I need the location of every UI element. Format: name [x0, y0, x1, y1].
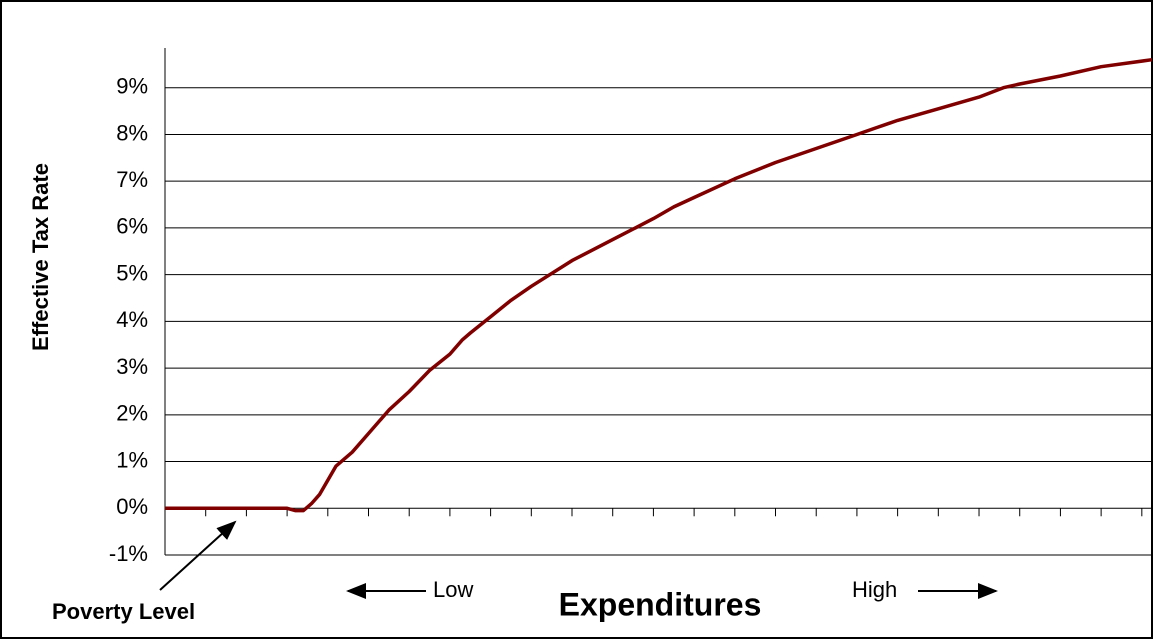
- y-tick-label: 5%: [116, 260, 148, 285]
- y-tick-label: 4%: [116, 307, 148, 332]
- y-tick-label: 2%: [116, 401, 148, 426]
- y-tick-label: 0%: [116, 494, 148, 519]
- y-tick-label: 1%: [116, 447, 148, 472]
- data-line: [165, 57, 1153, 513]
- y-tick-label: -1%: [109, 541, 148, 566]
- x-axis-label: Expenditures: [559, 586, 762, 622]
- annotation: High: [852, 577, 897, 602]
- y-tick-label: 7%: [116, 167, 148, 192]
- y-tick-label: 8%: [116, 120, 148, 145]
- y-tick-label: 6%: [116, 214, 148, 239]
- annotation-arrow: [159, 520, 237, 591]
- y-tick-label: 9%: [116, 74, 148, 99]
- annotation: Poverty Level: [52, 599, 195, 624]
- y-tick-label: 3%: [116, 354, 148, 379]
- annotation: Low: [433, 577, 473, 602]
- y-axis-label: Effective Tax Rate: [28, 163, 53, 351]
